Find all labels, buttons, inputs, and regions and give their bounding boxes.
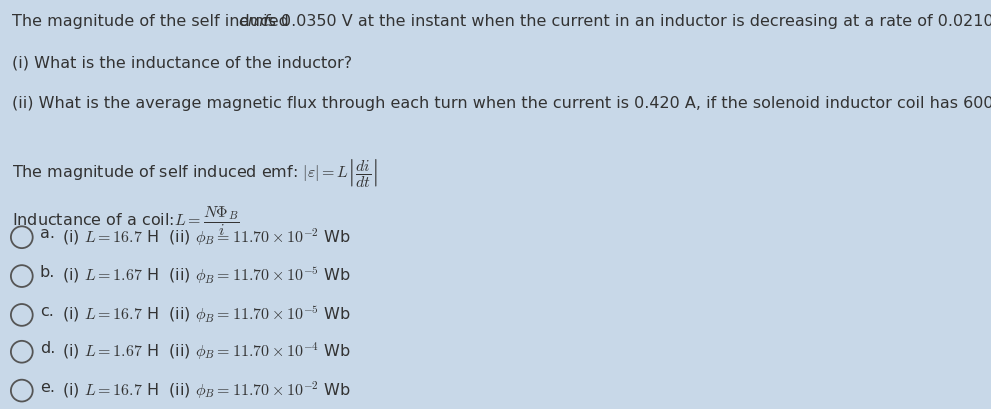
Text: (i) $L = 1.67$ H  (ii) $\phi_B = 11.70 \times 10^{−5}$ Wb: (i) $L = 1.67$ H (ii) $\phi_B = 11.70 \t… xyxy=(62,265,351,286)
Text: a.: a. xyxy=(40,226,55,241)
Text: The magnitude of self induced emf: $|\varepsilon| = L\left|\dfrac{di}{dt}\right|: The magnitude of self induced emf: $|\va… xyxy=(12,157,378,189)
Text: emf: emf xyxy=(238,14,269,29)
Text: (i) $L = 16.7$ H  (ii) $\phi_B = 11.70 \times 10^{−2}$ Wb: (i) $L = 16.7$ H (ii) $\phi_B = 11.70 \t… xyxy=(62,380,351,401)
Text: (i) $L = 1.67$ H  (ii) $\phi_B = 11.70 \times 10^{−4}$ Wb: (i) $L = 1.67$ H (ii) $\phi_B = 11.70 \t… xyxy=(62,341,351,362)
Text: (ii) What is the average magnetic flux through each turn when the current is 0.4: (ii) What is the average magnetic flux t… xyxy=(12,96,991,111)
Text: The magnitude of the self induced: The magnitude of the self induced xyxy=(12,14,294,29)
Text: Inductance of a coil:$L = \dfrac{N\Phi_B}{i}$: Inductance of a coil:$L = \dfrac{N\Phi_B… xyxy=(12,204,240,238)
Text: (i) $L = 16.7$ H  (ii) $\phi_B = 11.70 \times 10^{−5}$ Wb: (i) $L = 16.7$ H (ii) $\phi_B = 11.70 \t… xyxy=(62,304,351,325)
Text: e.: e. xyxy=(40,380,55,395)
Text: c.: c. xyxy=(40,304,54,319)
Text: b.: b. xyxy=(40,265,55,280)
Text: (i) $L = 16.7$ H  (ii) $\phi_B = 11.70 \times 10^{−2}$ Wb: (i) $L = 16.7$ H (ii) $\phi_B = 11.70 \t… xyxy=(62,226,351,247)
Text: d.: d. xyxy=(40,341,55,356)
Text: is 0.0350 V at the instant when the current in an inductor is decreasing at a ra: is 0.0350 V at the instant when the curr… xyxy=(258,14,991,29)
Text: (i) What is the inductance of the inductor?: (i) What is the inductance of the induct… xyxy=(12,55,352,70)
